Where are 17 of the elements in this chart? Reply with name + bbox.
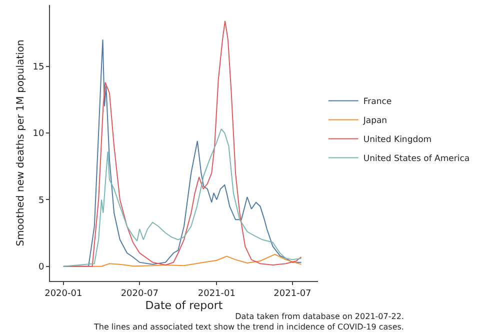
text: The lines and associated text show the trend in incidence of COVID-19 cases. [93,322,404,332]
x-axis-title: Date of report [145,298,224,312]
x-tick-label: 2021-07 [274,288,312,299]
legend-label: France [363,97,392,108]
y-tick-label: 15 [32,62,44,72]
legend-label: United States of America [363,154,470,164]
legend-label: Japan [362,116,388,126]
legend-label: United Kingdom [363,135,432,146]
x-tick-label: 2021-01 [198,288,236,299]
line-series [62,128,302,267]
y-axis-title: Smoothed new deaths per 1M population [16,40,27,246]
text: Data taken from database on 2021-07-22. [235,312,404,321]
x-tick-label: 2020-01 [44,288,82,299]
y-tick-label: 5 [38,196,44,206]
x-tick-label: 2020-07 [120,288,158,299]
y-tick-label: 10 [32,129,44,140]
y-tick-label: 0 [38,262,44,272]
